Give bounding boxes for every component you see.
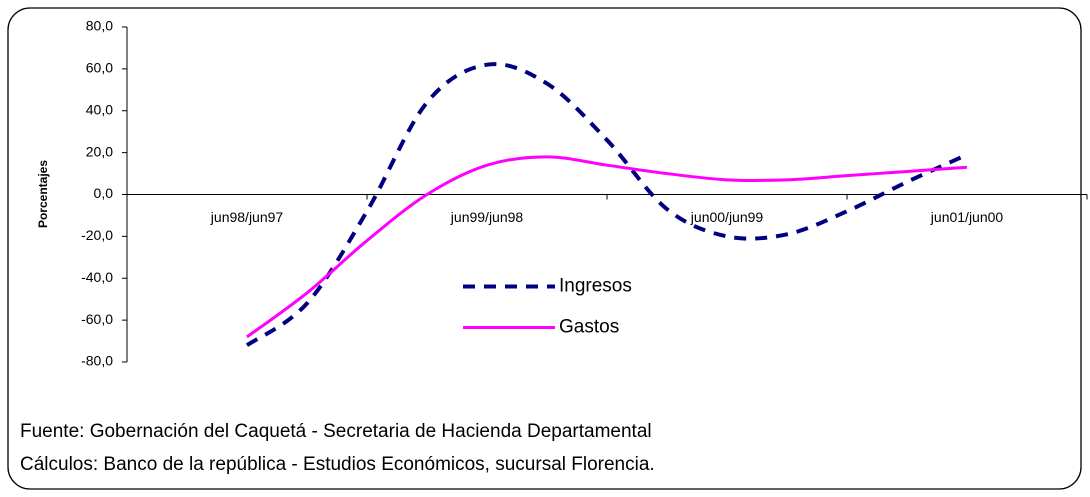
x-tick-label: jun99/jun98 [450, 209, 524, 225]
y-tick-label: -60,0 [81, 311, 113, 327]
y-tick-label: 0,0 [94, 185, 114, 201]
legend-label: Gastos [559, 317, 619, 338]
y-tick-label: -20,0 [81, 227, 113, 243]
x-tick-label: jun00/jun99 [690, 209, 764, 225]
legend-label: Ingresos [559, 276, 632, 297]
y-tick-label: 60,0 [86, 60, 113, 76]
chart-border [7, 7, 1082, 490]
note: Cálculos: Banco de la república - Estudi… [20, 454, 655, 475]
note: Fuente: Gobernación del Caquetá - Secret… [20, 421, 652, 442]
series-line [246, 155, 968, 339]
y-tick-label: 20,0 [86, 143, 113, 159]
series-line [245, 62, 968, 347]
y-tick-label: 40,0 [86, 101, 113, 117]
y-tick-label: -40,0 [81, 269, 113, 285]
y-tick-label: -80,0 [81, 353, 113, 369]
x-tick-label: jun01/jun00 [930, 209, 1004, 225]
y-tick-label: 80,0 [86, 18, 113, 34]
y-axis-title: Porcentajes [36, 160, 50, 228]
x-tick-label: jun98/jun97 [210, 209, 284, 225]
